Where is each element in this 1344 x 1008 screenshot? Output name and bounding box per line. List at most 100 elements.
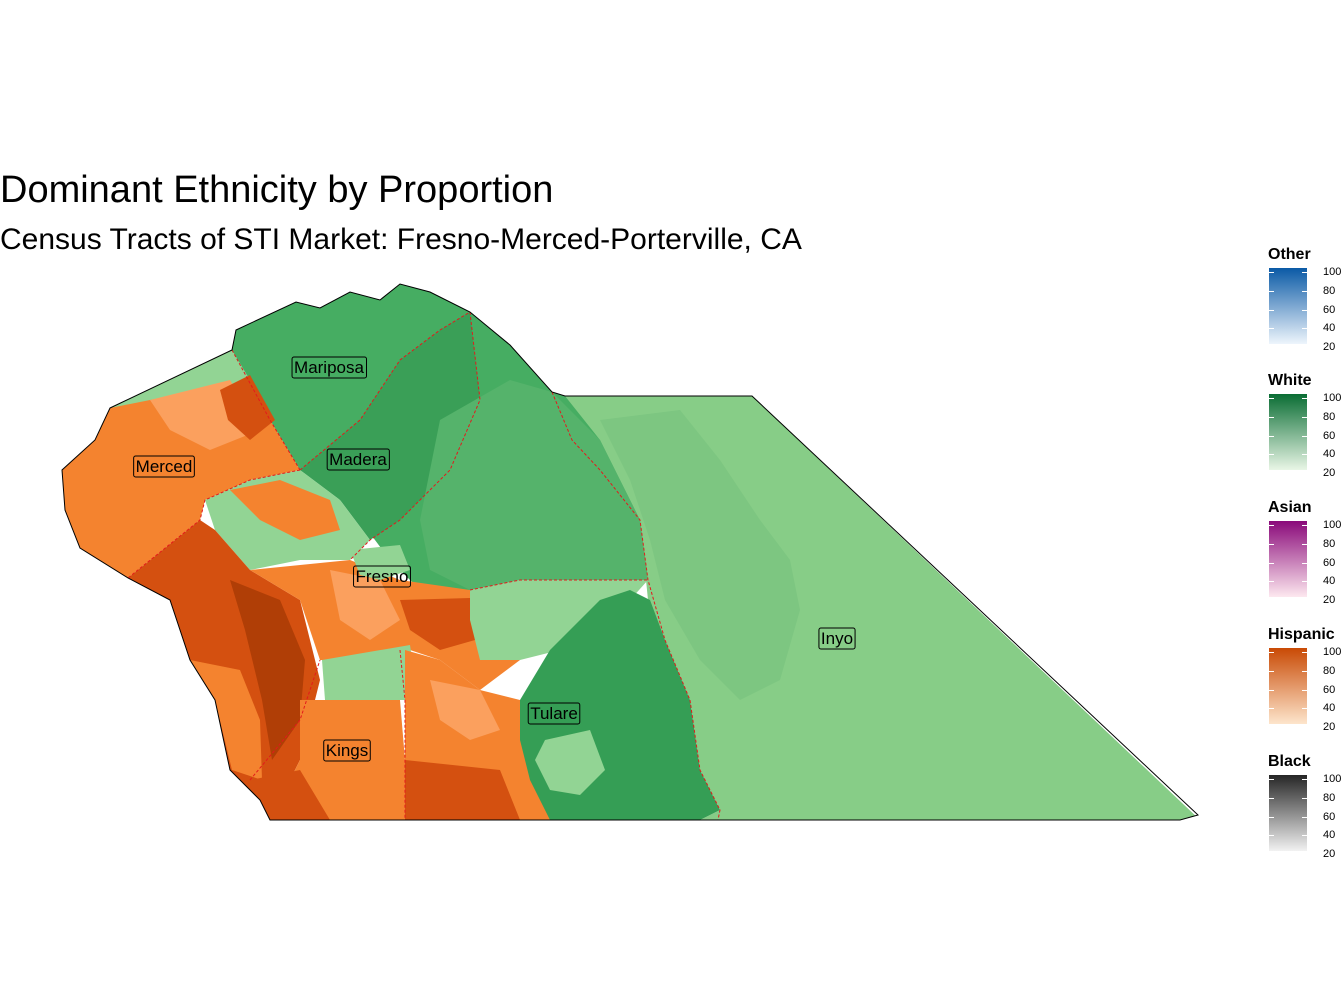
legend-tick-mark — [1269, 525, 1307, 526]
county-label-box — [326, 448, 390, 471]
legend-tick-label: 60 — [1323, 429, 1336, 442]
county-label-box — [291, 356, 368, 379]
legend-tick-label: 100 — [1323, 646, 1342, 658]
fresno-north-region — [420, 380, 648, 590]
legend-tick-mark — [1269, 670, 1307, 672]
legend-tick-mark — [1269, 347, 1307, 348]
legend-color-bar — [1269, 268, 1307, 344]
legend-tick-mark — [1269, 398, 1307, 399]
legend-tick-label: 40 — [1323, 829, 1336, 842]
kings-green — [322, 645, 418, 700]
legend-tick-label: 40 — [1323, 322, 1336, 335]
tract-fills — [62, 284, 1198, 820]
merced-green — [110, 350, 250, 408]
legend-tick-mark — [1269, 543, 1307, 545]
legend-tick-label: 100 — [1323, 519, 1342, 531]
legend-white: White 100 80 60 40 20 — [1268, 372, 1344, 479]
legend-tick-label: 60 — [1323, 810, 1336, 823]
legend-tick-mark — [1269, 328, 1307, 330]
county-label-tulare: Tulare — [527, 702, 581, 725]
legend-tick-mark — [1269, 473, 1307, 474]
legend-tick-label: 80 — [1323, 537, 1336, 550]
legend-tick-label: 100 — [1323, 266, 1342, 278]
county-label-box — [527, 702, 581, 725]
legend-tick-label: 20 — [1323, 594, 1336, 606]
legend-tick-label: 60 — [1323, 683, 1336, 696]
market-outline — [61, 283, 1199, 821]
county-label-text: Merced — [136, 457, 193, 476]
legend-tick-mark — [1269, 309, 1307, 311]
county-label-text: Inyo — [821, 629, 853, 648]
legend-asian: Asian 100 80 60 40 20 — [1268, 499, 1344, 606]
county-boundaries — [127, 311, 721, 821]
fresno-west-mid — [190, 660, 262, 780]
legend-tick-mark — [1269, 689, 1307, 691]
legend-title: Asian — [1268, 499, 1312, 516]
legend-tick-mark — [1269, 435, 1307, 437]
legend-tick-label: 80 — [1323, 791, 1336, 804]
legend-tick-label: 40 — [1323, 702, 1336, 715]
map-subtitle: Census Tracts of STI Market: Fresno-Merc… — [0, 223, 802, 256]
legend-tick-label: 100 — [1323, 773, 1342, 785]
county-label-madera: Madera — [326, 448, 390, 471]
legend-tick-label: 60 — [1323, 556, 1336, 569]
legend-black: Black 100 80 60 40 20 — [1268, 753, 1344, 860]
legend-tick-mark — [1269, 779, 1307, 780]
legend-tick-mark — [1269, 416, 1307, 418]
legend-tick-mark — [1269, 835, 1307, 837]
legend-color-bar — [1269, 394, 1307, 470]
legend-tick-label: 60 — [1323, 303, 1336, 316]
legend-tick-mark — [1269, 454, 1307, 456]
county-label-merced: Merced — [133, 455, 195, 478]
tulare-light-pocket — [535, 730, 605, 795]
county-label-box — [818, 627, 856, 650]
legend-tick-label: 80 — [1323, 284, 1336, 297]
legend-tick-label: 20 — [1323, 341, 1336, 353]
legend-color-bar — [1269, 521, 1307, 597]
legend-tick-mark — [1269, 600, 1307, 601]
legend-title: Black — [1268, 753, 1311, 770]
legend-tick-label: 80 — [1323, 664, 1336, 677]
legend-tick-label: 40 — [1323, 448, 1336, 461]
inyo-region-shade — [600, 410, 800, 700]
legend-tick-label: 80 — [1323, 410, 1336, 423]
county-label-text: Madera — [329, 450, 387, 469]
county-label-inyo: Inyo — [818, 627, 856, 650]
merced-dark — [220, 375, 275, 440]
legend-title: Hispanic — [1268, 626, 1335, 643]
fresno-metro-dark — [400, 598, 475, 650]
county-label-mariposa: Mariposa — [291, 356, 368, 379]
legend-tick-mark — [1269, 290, 1307, 292]
county-labels: Mariposa Madera Merced Fresno Inyo Tulare King… — [133, 356, 856, 762]
legend-tick-mark — [1269, 652, 1307, 653]
legend-color-bar — [1269, 775, 1307, 851]
tulare-west-dark — [405, 760, 520, 820]
west-fresno-orange — [230, 480, 340, 540]
map-title: Dominant Ethnicity by Proportion — [0, 169, 554, 211]
fresno-metro — [250, 560, 540, 690]
fresno-metro-green — [350, 545, 410, 580]
legend-tick-mark — [1269, 708, 1307, 710]
legend-tick-mark — [1269, 854, 1307, 855]
legend-other: Other 100 80 60 40 20 — [1268, 246, 1344, 353]
legend-color-bar — [1269, 648, 1307, 724]
legend-tick-mark — [1269, 272, 1307, 273]
legend-title: Other — [1268, 246, 1311, 263]
tulare-west-light — [430, 680, 500, 740]
county-label-box — [323, 739, 371, 762]
legend-hispanic: Hispanic 100 80 60 40 20 — [1268, 626, 1344, 733]
legend-tick-mark — [1269, 562, 1307, 564]
legend-tick-mark — [1269, 816, 1307, 818]
county-label-text: Kings — [326, 741, 369, 760]
legend-tick-mark — [1269, 581, 1307, 583]
legend-tick-label: 40 — [1323, 575, 1336, 588]
county-label-kings: Kings — [323, 739, 371, 762]
kings-dark — [250, 770, 330, 820]
legend-tick-mark — [1269, 797, 1307, 799]
fresno-west-darkest — [230, 580, 305, 760]
county-label-text: Fresno — [356, 567, 409, 586]
legend-title: White — [1268, 372, 1312, 389]
legend-tick-label: 20 — [1323, 848, 1336, 860]
legend-tick-label: 100 — [1323, 392, 1342, 404]
